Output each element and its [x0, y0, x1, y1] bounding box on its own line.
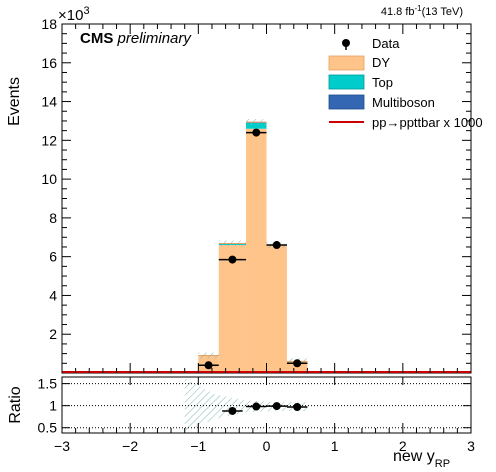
cms-label: CMS preliminary: [80, 30, 192, 47]
data-series: [198, 128, 308, 370]
main-y-axis: 2 4 6 8 10 12 14 16 18: [41, 16, 471, 364]
legend: Data DY Top Multiboson pp→ppttbar x 1000: [328, 36, 483, 130]
ratio-point: [252, 402, 261, 411]
ratio-points: [222, 402, 308, 415]
ratio-tick-label: 0.5: [38, 420, 58, 436]
x-tick-label: −2: [122, 438, 138, 454]
bar-dy: [266, 245, 287, 373]
bar-dy: [218, 245, 247, 373]
stack-uncertainty: [198, 352, 219, 359]
ratio-tick-label: 1.5: [38, 376, 58, 392]
y-exponent-label: ×103: [58, 5, 90, 24]
legend-label-multiboson: Multiboson: [372, 95, 435, 110]
legend-item-data: Data: [342, 36, 400, 51]
ratio-y-axis: 0.5 1 1.5: [38, 376, 471, 436]
data-point: [228, 255, 237, 264]
ratio-point: [272, 402, 281, 411]
x-tick-label: −1: [190, 438, 206, 454]
legend-item-signal: pp→ppttbar x 1000: [329, 115, 483, 130]
ratio-band-area: [184, 378, 308, 432]
luminosity-label: 41.8 fb-1(13 TeV): [381, 4, 463, 18]
y-tick-label: 18: [41, 16, 57, 32]
y-tick-label: 16: [41, 55, 57, 71]
ratio-point: [293, 402, 302, 411]
bar-dy: [246, 128, 267, 373]
legend-label-data: Data: [372, 36, 400, 51]
x-tick-label: 0: [263, 438, 271, 454]
y-tick-label: 4: [49, 287, 57, 303]
x-tick-label: 1: [331, 438, 339, 454]
stack-uncertainty: [246, 119, 267, 126]
y-axis-label: Events: [6, 77, 23, 126]
y-tick-label: 10: [41, 171, 57, 187]
stack-uncertainty: [218, 240, 247, 247]
data-point: [293, 359, 302, 368]
y-tick-label: 12: [41, 132, 57, 148]
ratio-tick-label: 1: [49, 398, 57, 414]
data-point: [272, 241, 281, 250]
ratio-axis-label: Ratio: [7, 386, 24, 423]
x-axis: −3 −2 −1 0 1 2 3: [54, 24, 475, 454]
data-point: [204, 361, 213, 370]
legend-item-top: Top: [328, 74, 393, 90]
stacked-bars: [198, 119, 308, 373]
legend-label-signal: pp→ppttbar x 1000: [372, 115, 483, 130]
x-tick-label: 2: [399, 438, 407, 454]
legend-item-multiboson: Multiboson: [328, 94, 435, 110]
y-tick-label: 14: [41, 94, 57, 110]
x-axis-label: new yRP: [393, 448, 450, 470]
legend-item-dy: DY: [328, 55, 390, 71]
y-tick-label: 2: [49, 326, 57, 342]
y-tick-label: 8: [49, 210, 57, 226]
legend-label-dy: DY: [372, 55, 390, 70]
ratio-uncertainty-band: [184, 378, 308, 432]
x-tick-label: 3: [467, 438, 475, 454]
legend-label-top: Top: [372, 75, 393, 90]
data-point: [252, 128, 261, 137]
x-tick-label: −3: [54, 438, 70, 454]
y-tick-label: 6: [49, 249, 57, 265]
ratio-point: [228, 406, 237, 415]
bar-top: [246, 122, 267, 129]
